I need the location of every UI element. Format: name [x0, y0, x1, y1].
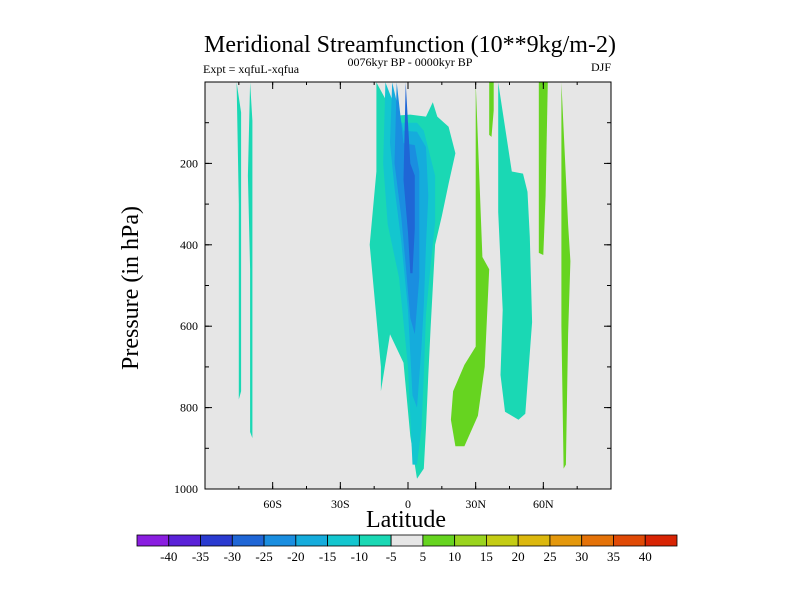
- chart-subtitle: 0076kyr BP - 0000kyr BP: [348, 55, 473, 69]
- y-axis-label: Pressure (in hPa): [118, 206, 144, 370]
- colorbar-swatch: [168, 534, 201, 547]
- y-tick-label: 600: [180, 319, 198, 333]
- colorbar-label: 20: [512, 549, 525, 564]
- colorbar-label: 35: [607, 549, 620, 564]
- contour-polar-strip-south-2: [236, 82, 242, 400]
- colorbar-label: 30: [575, 549, 588, 564]
- x-tick-label: 30S: [331, 497, 350, 511]
- colorbar-swatch: [327, 534, 360, 547]
- contour-tropical-cell-shallow: [450, 82, 490, 447]
- contour-upper-strip-north-2: [538, 82, 548, 256]
- colorbar-swatch: [581, 534, 614, 547]
- colorbar-label: -15: [319, 549, 336, 564]
- colorbar-swatch: [263, 534, 297, 547]
- colorbar-label: 5: [420, 549, 427, 564]
- axis-ticks: 60S 30S 0 30N 60N 200 400 600 800 1000: [174, 82, 612, 511]
- colorbar-swatch: [549, 534, 583, 547]
- colorbar-label: -10: [351, 549, 368, 564]
- colorbar-swatch: [390, 534, 424, 547]
- colorbar-swatch: [200, 534, 233, 547]
- y-tick-label: 800: [180, 401, 198, 415]
- colorbar-label: -25: [255, 549, 272, 564]
- colorbar-swatch: [613, 534, 646, 547]
- colorbar-label: 40: [639, 549, 652, 564]
- colorbar-swatch: [231, 534, 265, 547]
- x-tick-label: 60S: [263, 497, 282, 511]
- colorbar-swatch: [422, 534, 456, 547]
- x-axis-label: Latitude: [366, 507, 446, 533]
- contour-polar-strip-north: [561, 82, 571, 469]
- contour-upper-strip-north: [489, 82, 494, 137]
- colorbar-swatch: [358, 534, 392, 547]
- season-label: DJF: [591, 60, 611, 74]
- x-tick-label: 0: [405, 497, 411, 511]
- colorbar-label: 10: [448, 549, 461, 564]
- x-tick-label: 30N: [465, 497, 486, 511]
- colorbar-swatch: [454, 534, 487, 547]
- contour-regions: [236, 82, 571, 479]
- y-tick-label: 400: [180, 238, 198, 252]
- colorbar-label: 15: [480, 549, 493, 564]
- colorbar-label: -5: [386, 549, 397, 564]
- y-tick-label: 1000: [174, 482, 198, 496]
- contour-midlat-cell: [498, 82, 533, 420]
- colorbar-label: 25: [543, 549, 556, 564]
- x-tick-label: 60N: [533, 497, 554, 511]
- colorbar-label: -20: [287, 549, 304, 564]
- colorbar-swatch: [295, 534, 328, 547]
- y-tick-label: 200: [180, 156, 198, 170]
- contour-trop-cell-m30: [403, 82, 415, 274]
- colorbar-swatch: [644, 534, 678, 547]
- experiment-label: Expt = xqfuL-xqfua: [203, 62, 300, 76]
- colorbar-label: -30: [224, 549, 241, 564]
- colorbar-label: -35: [192, 549, 209, 564]
- colorbar-swatch: [136, 534, 170, 547]
- colorbar: -40 -35 -30 -25 -20 -15 -10 -5 5 10 15 20 25 30 35 40: [136, 534, 678, 564]
- chart-title: Meridional Streamfunction (10**9kg/m-2): [204, 32, 616, 58]
- colorbar-swatch: [486, 534, 519, 547]
- colorbar-label: -40: [160, 549, 177, 564]
- plot-area: 60S 30S 0 30N 60N 200 400 600 800 1000: [174, 81, 612, 511]
- contour-polar-strip-south: [247, 82, 253, 439]
- colorbar-swatch: [517, 534, 551, 547]
